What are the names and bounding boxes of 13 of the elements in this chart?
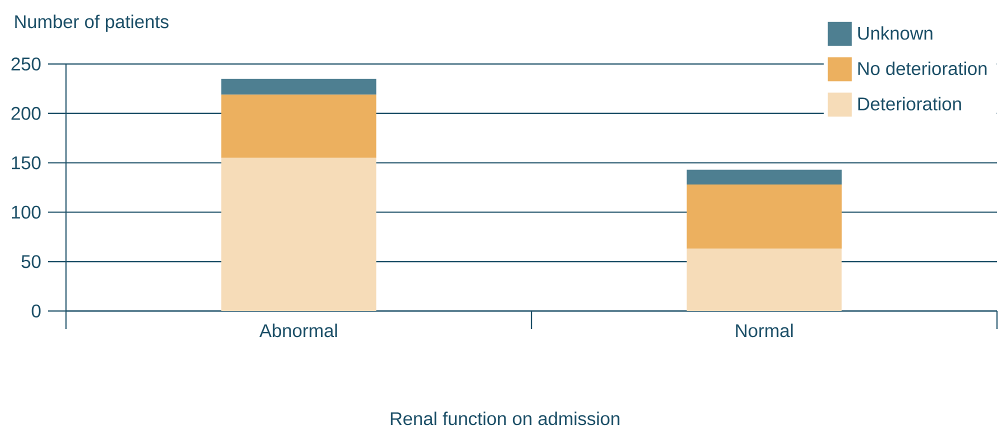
y-tick-label: 100 bbox=[12, 206, 41, 219]
x-tick-label: Normal bbox=[736, 324, 793, 338]
legend-label: Deterioration bbox=[858, 96, 961, 110]
y-tick-label: 150 bbox=[12, 156, 41, 170]
y-tick-label: 250 bbox=[12, 58, 41, 71]
y-tick-label: 0 bbox=[32, 304, 41, 318]
x-axis-title: Renal function on admission bbox=[390, 412, 620, 426]
legend-label: No deterioration bbox=[858, 62, 986, 76]
y-axis-title: Number of patients bbox=[15, 14, 168, 32]
legend-label: Unknown bbox=[858, 26, 932, 40]
y-tick-label: 50 bbox=[22, 255, 41, 268]
x-tick-label: Abnormal bbox=[259, 324, 337, 338]
y-tick-label: 200 bbox=[12, 106, 41, 120]
